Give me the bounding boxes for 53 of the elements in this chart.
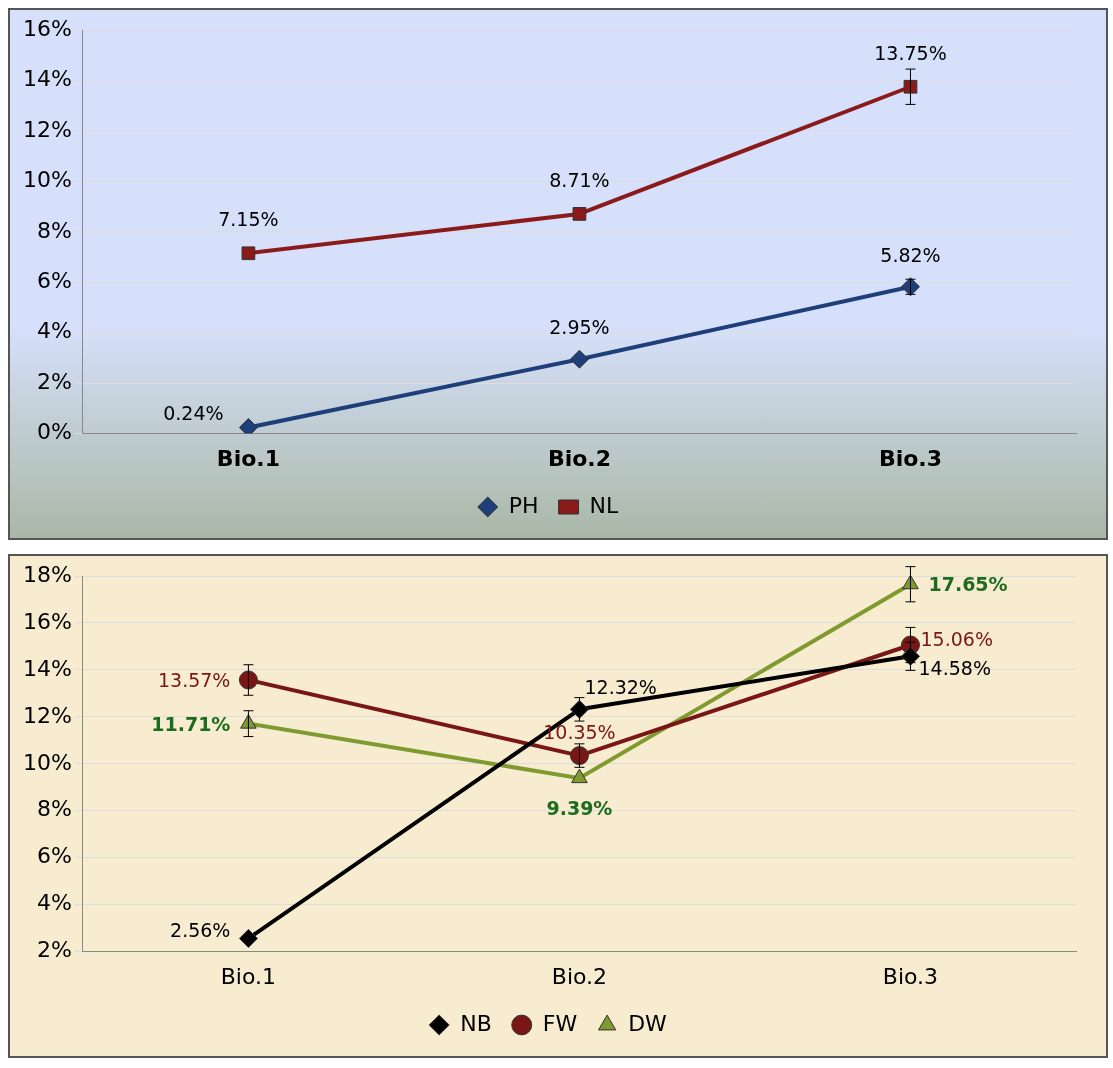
data-label: 8.71% (549, 168, 610, 191)
x-tick-label: Bio.2 (551, 963, 608, 989)
point (238, 928, 258, 948)
y-tick-label: 6% (36, 267, 72, 293)
y-tick-label: 4% (36, 890, 72, 916)
data-label: 5.82% (880, 243, 941, 266)
data-label: 2.56% (170, 919, 231, 942)
legend-label: DW (628, 1010, 668, 1036)
y-tick-label: 18% (22, 561, 72, 587)
y-tick-label: 2% (36, 937, 72, 963)
data-label: 13.75% (874, 41, 947, 64)
data-label: 15.06% (920, 627, 993, 650)
y-tick-label: 16% (22, 608, 72, 634)
y-tick-label: 10% (22, 749, 72, 775)
legend-label: FW (542, 1010, 578, 1036)
point (569, 349, 589, 369)
y-tick-label: 8% (36, 796, 72, 822)
y-tick-label: 10% (22, 167, 72, 193)
data-label: 7.15% (218, 208, 279, 231)
legend-label: NB (460, 1010, 492, 1036)
x-tick-label: Bio.3 (882, 963, 939, 989)
y-tick-label: 14% (22, 655, 72, 681)
y-tick-label: 14% (22, 66, 72, 92)
point (238, 670, 258, 690)
legend-label: NL (589, 492, 619, 518)
point (238, 418, 258, 434)
y-tick-label: 12% (22, 702, 72, 728)
x-tick-label: Bio.2 (547, 445, 611, 471)
data-label: 17.65% (928, 573, 1008, 596)
point (572, 207, 587, 221)
x-tick-label: Bio.1 (220, 963, 277, 989)
point (900, 646, 920, 666)
y-tick-label: 16% (22, 15, 72, 41)
data-label: 11.71% (151, 712, 231, 735)
point (903, 79, 918, 94)
data-label: 10.35% (543, 720, 616, 743)
y-tick-label: 8% (36, 217, 72, 243)
data-label: 2.95% (549, 316, 610, 339)
data-label: 0.24% (163, 402, 224, 425)
x-tick-label: Bio.1 (216, 445, 280, 471)
y-tick-label: 4% (36, 318, 72, 344)
x-tick-label: Bio.3 (878, 445, 943, 471)
y-tick-label: 2% (36, 368, 72, 394)
point (241, 246, 256, 261)
point (571, 768, 588, 784)
legend-label: PH (508, 492, 539, 518)
data-label: 14.58% (918, 657, 991, 680)
data-label: 13.57% (157, 668, 231, 691)
y-tick-label: 6% (36, 843, 72, 869)
y-tick-label: 12% (22, 116, 72, 142)
data-label: 12.32% (584, 676, 657, 699)
data-label: 9.39% (546, 797, 613, 820)
y-tick-label: 0% (36, 419, 72, 445)
